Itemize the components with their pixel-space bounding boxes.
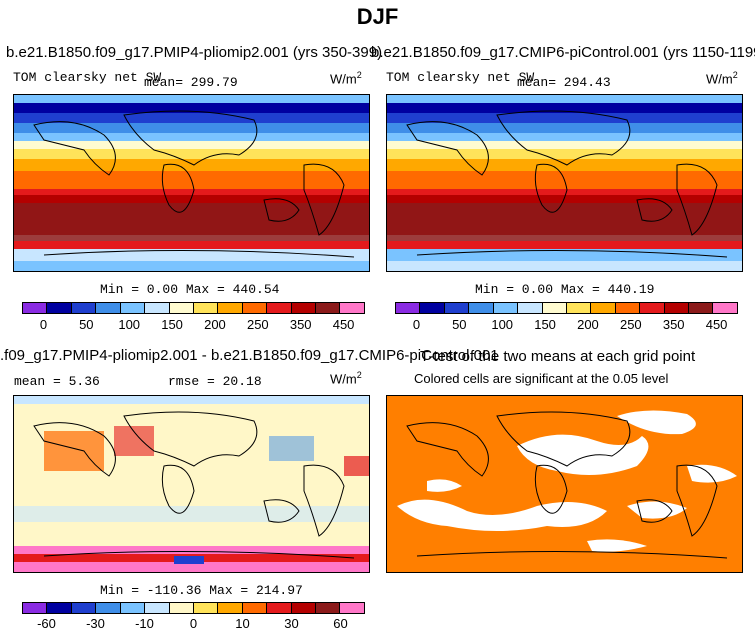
panel-3-title: .f09_g17.PMIP4-pliomip2.001 - b.e21.B185… — [0, 347, 499, 364]
colorbar-swatch — [169, 603, 194, 613]
panel-3-colorbar — [22, 602, 365, 614]
colorbar-tick-label: 150 — [534, 317, 556, 332]
colorbar-swatch — [47, 603, 72, 613]
colorbar-swatch — [169, 303, 194, 313]
colorbar-swatch — [316, 603, 341, 613]
panel-3-map-field — [14, 396, 369, 572]
colorbar-swatch — [242, 603, 268, 613]
colorbar-tick-label: -30 — [86, 616, 105, 631]
panel-2-colorbar — [395, 302, 738, 314]
colorbar-tick-label: 350 — [662, 317, 685, 332]
panel-1-units: W/m2 — [330, 70, 362, 87]
colorbar-swatch — [340, 603, 364, 613]
colorbar-tick-label: 60 — [333, 616, 348, 631]
colorbar-tick-label: 350 — [289, 317, 312, 332]
colorbar-swatch — [640, 303, 665, 313]
colorbar-swatch — [96, 303, 121, 313]
figure-title: DJF — [356, 4, 399, 29]
colorbar-tick-label: 10 — [235, 616, 250, 631]
colorbar-tick-label: 250 — [246, 317, 269, 332]
colorbar-swatch — [689, 303, 714, 313]
panel-3-colorbar-ticks: -60 -30 -10 0 10 30 60 — [22, 616, 365, 632]
colorbar-swatch — [444, 303, 470, 313]
colorbar-swatch — [518, 303, 543, 313]
panel-2-map — [386, 94, 743, 272]
panel-2-colorbar-ticks: 0 50 100 150 200 250 350 450 — [395, 317, 738, 333]
panel-2-mean: mean= 294.43 — [517, 75, 611, 90]
colorbar-tick-label: 0 — [189, 616, 198, 631]
colorbar-swatch — [713, 303, 737, 313]
colorbar-tick-label: 450 — [332, 317, 355, 332]
colorbar-swatch — [193, 603, 219, 613]
colorbar-tick-label: 450 — [705, 317, 728, 332]
panel-4-map — [386, 395, 743, 573]
colorbar-swatch — [71, 303, 97, 313]
colorbar-swatch — [469, 303, 494, 313]
colorbar-swatch — [218, 603, 243, 613]
panel-3-units: W/m2 — [330, 370, 362, 387]
colorbar-swatch — [96, 603, 121, 613]
colorbar-swatch — [566, 303, 592, 313]
colorbar-swatch — [591, 303, 616, 313]
colorbar-swatch — [542, 303, 567, 313]
colorbar-swatch — [291, 603, 317, 613]
colorbar-swatch — [664, 303, 690, 313]
colorbar-tick-label: 100 — [491, 317, 514, 332]
colorbar-tick-label: 150 — [161, 317, 183, 332]
colorbar-swatch — [267, 603, 292, 613]
panel-1-map-field — [14, 95, 369, 271]
panel-1-title: b.e21.B1850.f09_g17.PMIP4-pliomip2.001 (… — [6, 44, 383, 61]
colorbar-tick-label: -60 — [37, 616, 56, 631]
panel-4-map-field — [387, 396, 742, 572]
colorbar-tick-label: 200 — [577, 317, 599, 332]
panel-2-map-field — [387, 95, 742, 271]
panel-3-map — [13, 395, 370, 573]
panel-2-units: W/m2 — [706, 70, 738, 87]
colorbar-swatch — [47, 303, 72, 313]
panel-3-rmse: rmse = 20.18 — [168, 374, 262, 389]
colorbar-swatch — [493, 303, 519, 313]
colorbar-swatch — [193, 303, 219, 313]
colorbar-swatch — [340, 303, 364, 313]
colorbar-swatch — [267, 303, 292, 313]
colorbar-tick-label: 30 — [284, 616, 299, 631]
colorbar-tick-label: 250 — [619, 317, 642, 332]
panel-1-mean: mean= 299.79 — [144, 75, 238, 90]
panel-1-variable-label: TOM clearsky net SW — [13, 70, 162, 85]
colorbar-swatch — [145, 303, 170, 313]
panel-2-variable-label: TOM clearsky net SW — [386, 70, 535, 85]
colorbar-tick-label: 50 — [452, 317, 467, 332]
panel-2-minmax: Min = 0.00 Max = 440.19 — [475, 282, 655, 297]
colorbar-tick-label: 200 — [204, 317, 226, 332]
colorbar-swatch — [120, 303, 146, 313]
colorbar-swatch — [242, 303, 268, 313]
colorbar-swatch — [396, 303, 421, 313]
colorbar-tick-label: 0 — [412, 317, 421, 332]
colorbar-swatch — [23, 303, 48, 313]
colorbar-swatch — [291, 303, 317, 313]
panel-4-subtitle: Colored cells are significant at the 0.0… — [414, 371, 669, 386]
panel-2-title: b.e21.B1850.f09_g17.CMIP6-piControl.001 … — [371, 44, 755, 61]
colorbar-tick-label: -10 — [135, 616, 154, 631]
panel-4-title: T-test of the two means at each grid poi… — [420, 348, 696, 365]
colorbar-swatch — [316, 303, 341, 313]
colorbar-swatch — [23, 603, 48, 613]
panel-1-minmax: Min = 0.00 Max = 440.54 — [100, 282, 280, 297]
colorbar-swatch — [120, 603, 146, 613]
colorbar-swatch — [145, 603, 170, 613]
colorbar-tick-label: 50 — [79, 317, 94, 332]
panel-3-mean: mean = 5.36 — [14, 374, 100, 389]
colorbar-swatch — [420, 303, 445, 313]
colorbar-swatch — [218, 303, 243, 313]
colorbar-swatch — [615, 303, 641, 313]
panel-3-minmax: Min = -110.36 Max = 214.97 — [100, 583, 303, 598]
colorbar-swatch — [71, 603, 97, 613]
colorbar-tick-label: 100 — [118, 317, 141, 332]
colorbar-tick-label: 0 — [39, 317, 48, 332]
panel-1-colorbar — [22, 302, 365, 314]
panel-1-colorbar-ticks: 0 50 100 150 200 250 350 450 — [22, 317, 365, 333]
panel-1-map — [13, 94, 370, 272]
